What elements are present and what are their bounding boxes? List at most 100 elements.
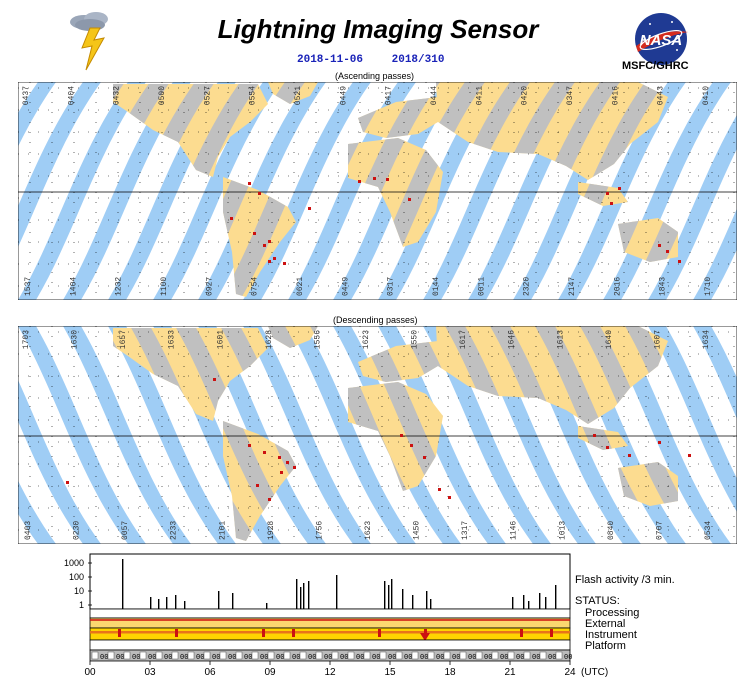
orbit-segment-label: 00: [404, 654, 412, 662]
pass-time-top: 0443: [657, 86, 666, 105]
processing-row: [89, 608, 571, 619]
flash-mark: [248, 182, 251, 185]
orbit-segment-label: 00: [420, 654, 428, 662]
flash-mark: [658, 244, 661, 247]
pass-time-bottom: 0317: [387, 277, 396, 296]
orbit-segment: [475, 651, 483, 660]
flash-y-tick: 1: [79, 600, 84, 610]
flash-mark: [423, 456, 426, 459]
orbit-segment: [91, 651, 99, 660]
page-title: Lightning Imaging Sensor: [217, 14, 539, 44]
instrument-red-mark: [118, 629, 121, 637]
flash-mark: [593, 434, 596, 437]
orbit-segment-label: 00: [308, 654, 316, 662]
status-instrument-label: Instrument: [585, 629, 637, 641]
flash-bar: [545, 597, 547, 609]
orbit-segment-label: 00: [244, 654, 252, 662]
pass-time-bottom: 0057: [121, 521, 130, 540]
flash-bar: [412, 595, 414, 609]
pass-time-top: 1630: [71, 330, 80, 349]
flash-mark: [263, 451, 266, 454]
orbit-segment: [235, 651, 243, 660]
pass-time-top: 1613: [556, 330, 565, 349]
pass-time-bottom: 1537: [24, 277, 33, 296]
orbit-segment-label: 00: [484, 654, 492, 662]
pass-time-bottom: 1928: [267, 521, 276, 540]
flash-bar: [122, 559, 124, 609]
orbit-segment: [155, 651, 163, 660]
pass-time-bottom: 1404: [69, 277, 78, 296]
pass-time-top: 0449: [339, 86, 348, 105]
date-text: 2018-11-06: [297, 54, 364, 66]
instrument-red-mark: [292, 629, 295, 637]
orbit-segment: [411, 651, 419, 660]
pass-time-top: 0521: [294, 86, 303, 105]
orbit-segment-label: 00: [276, 654, 284, 662]
orbit-segment: [107, 651, 115, 660]
flash-mark: [606, 446, 609, 449]
pass-time-bottom: 0754: [251, 277, 260, 296]
orbit-segment: [491, 651, 499, 660]
pass-time-bottom: 1756: [315, 521, 324, 540]
orbit-segment: [251, 651, 259, 660]
pass-time-bottom: 1232: [115, 277, 124, 296]
flash-mark: [293, 466, 296, 469]
instrument-red-mark: [175, 629, 178, 637]
flash-mark: [283, 262, 286, 265]
pass-time-top: 0347: [566, 86, 575, 105]
descending-label: (Descending passes): [333, 315, 418, 325]
orbit-segment-label: 00: [388, 654, 396, 662]
pass-time-top: 1623: [362, 330, 371, 349]
orbit-segment: [203, 651, 211, 660]
instrument-red-mark: [550, 629, 553, 637]
pass-time-top: 0444: [430, 86, 439, 105]
pass-time-top: 1556: [313, 330, 322, 349]
orbit-segment-label: 00: [212, 654, 220, 662]
orbit-segment-label: 00: [452, 654, 460, 662]
flash-mark: [400, 434, 403, 437]
status-platform-label: Platform: [585, 640, 626, 652]
x-tick-label: 21: [504, 667, 516, 678]
flash-mark: [280, 471, 283, 474]
orbit-segment: [219, 651, 227, 660]
pass-time-bottom: 0011: [477, 277, 486, 296]
x-tick-label: 09: [264, 667, 276, 678]
pass-time-top: 0417: [385, 86, 394, 105]
pass-time-top: 1628: [265, 330, 274, 349]
flash-bar: [402, 589, 404, 609]
pass-time-top: 1550: [411, 330, 420, 349]
flash-mark: [606, 192, 609, 195]
pass-time-top: 1633: [168, 330, 177, 349]
status-processing-label: Processing: [585, 607, 639, 619]
lightning-flashes: [230, 177, 681, 265]
pass-time-bottom: 2233: [170, 521, 179, 540]
pass-time-bottom: 2101: [218, 521, 227, 540]
orbit-segment: [315, 651, 323, 660]
pass-time-top: 0527: [203, 86, 212, 105]
pass-time-top: 1703: [22, 330, 31, 349]
flash-bar: [218, 591, 220, 609]
nasa-logo-icon: NASA: [632, 10, 690, 68]
orbit-segment: [395, 651, 403, 660]
pass-time-bottom: 1317: [461, 521, 470, 540]
orbit-segment-label: 00: [340, 654, 348, 662]
flash-y-tick: 1000: [64, 558, 84, 568]
flash-bar: [539, 593, 541, 609]
orbit-segment-label: 00: [100, 654, 108, 662]
orbit-segment: [187, 651, 195, 660]
flash-mark: [448, 496, 451, 499]
flash-mark: [268, 260, 271, 263]
x-unit-label: (UTC): [581, 667, 608, 678]
orbit-segment-label: 00: [516, 654, 524, 662]
status-label: STATUS:: [575, 595, 620, 607]
pass-time-bottom: 1710: [704, 277, 713, 296]
flash-bar: [528, 601, 530, 609]
pass-time-bottom: 0927: [205, 277, 214, 296]
pass-time-bottom: 0230: [73, 521, 82, 540]
orbit-segment-label: 00: [548, 654, 556, 662]
date-line: 2018-11-06 2018/310: [297, 54, 466, 66]
orbit-segment-label: 00: [180, 654, 188, 662]
status-external-label: External: [585, 618, 625, 630]
orbit-segment-label: 00: [116, 654, 124, 662]
flash-bar: [512, 597, 514, 609]
